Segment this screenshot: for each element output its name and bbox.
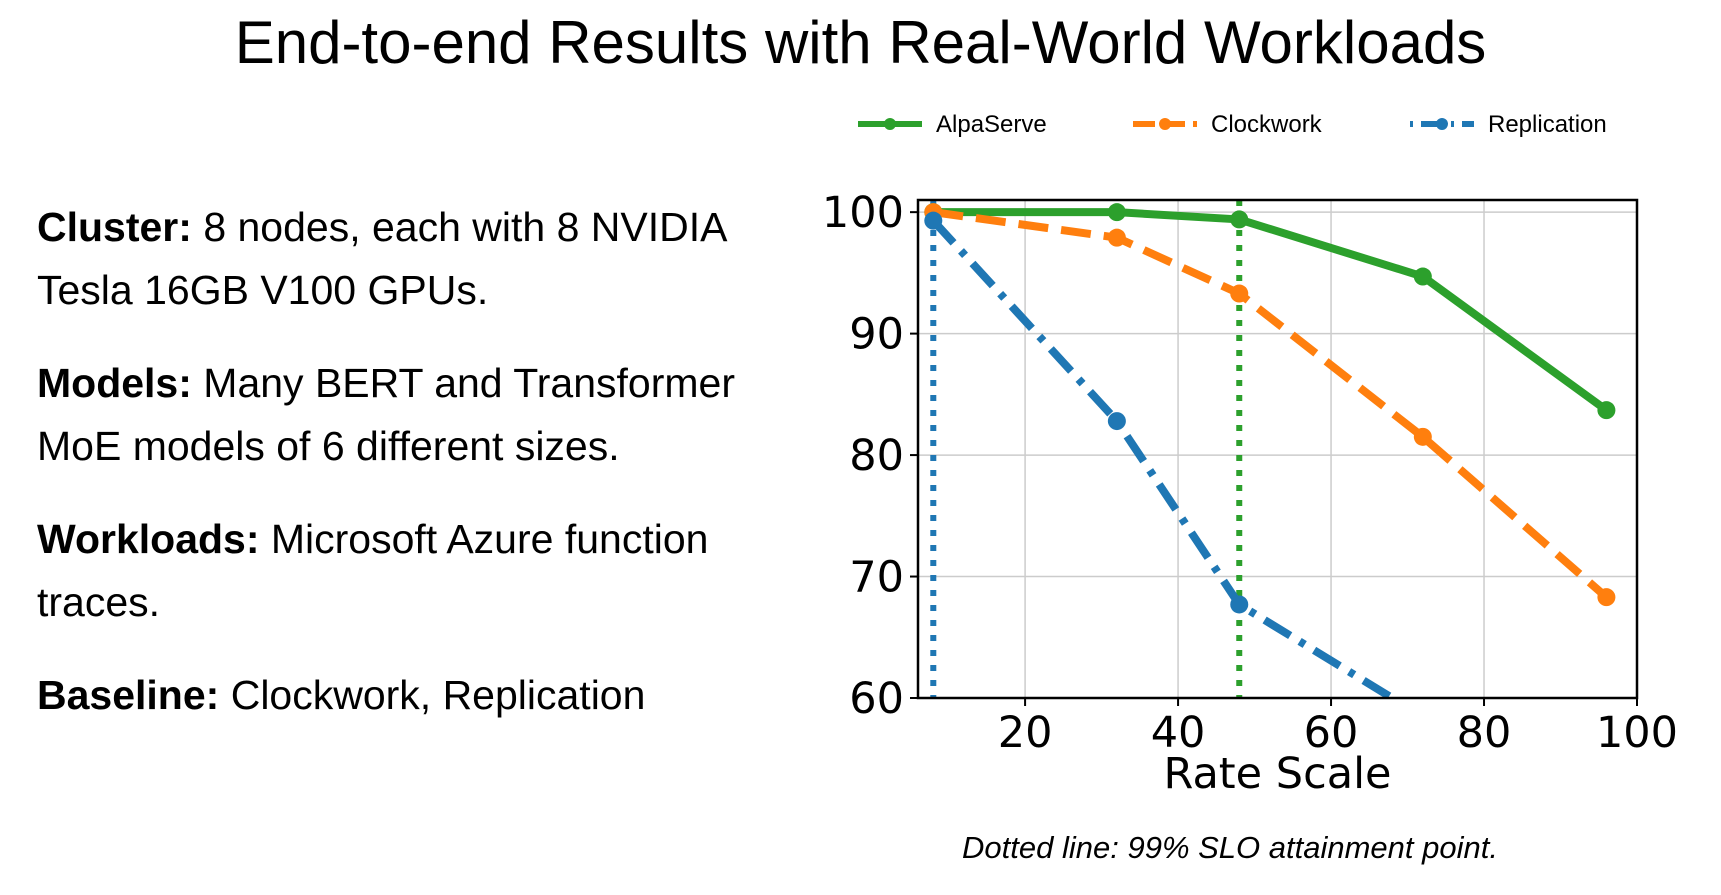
data-point-clockwork	[1597, 588, 1616, 607]
bullet-label: Baseline:	[37, 672, 220, 718]
chart-caption: Dotted line: 99% SLO attainment point.	[962, 830, 1498, 865]
legend-marker-replication	[1436, 118, 1448, 130]
series-line-replication	[930, 217, 1395, 698]
bullet-list: Cluster: 8 nodes, each with 8 NVIDIA Tes…	[37, 196, 737, 757]
data-point-replication	[1107, 412, 1126, 431]
bullet-models: Models: Many BERT and Transformer MoE mo…	[37, 352, 737, 478]
x-axis-label: Rate Scale	[1164, 749, 1392, 799]
y-tick-label: 80	[849, 431, 904, 481]
data-point-replication	[1230, 595, 1249, 614]
x-tick-label: 20	[998, 708, 1053, 758]
bullet-text: Microsoft Azure function traces.	[37, 516, 709, 625]
bullet-text: 8 nodes, each with 8 NVIDIA Tesla 16GB V…	[37, 204, 726, 313]
legend-label-replication: Replication	[1488, 111, 1607, 138]
bullet-text: Many BERT and Transformer MoE models of …	[37, 360, 735, 469]
data-point-clockwork	[1413, 427, 1432, 446]
legend-label-alpaserve: AlpaServe	[936, 111, 1047, 138]
bullet-text: Clockwork, Replication	[219, 672, 646, 718]
legend-marker-alpaserve	[884, 118, 896, 130]
data-point-clockwork	[1107, 228, 1126, 247]
data-point-clockwork	[1230, 284, 1249, 303]
x-tick-label: 80	[1457, 708, 1512, 758]
bullet-label: Workloads:	[37, 516, 260, 562]
data-point-alpaserve	[1230, 210, 1249, 229]
y-tick-label: 60	[849, 674, 904, 724]
bullet-baseline: Baseline: Clockwork, Replication	[37, 664, 737, 727]
data-point-alpaserve	[1413, 267, 1432, 286]
plot-frame	[916, 198, 1639, 700]
legend-label-clockwork: Clockwork	[1211, 111, 1323, 138]
y-tick-label: 90	[849, 310, 904, 360]
x-tick-label: 60	[1304, 708, 1359, 758]
data-point-alpaserve	[1597, 401, 1616, 420]
data-point-replication	[924, 211, 943, 230]
bullet-workloads: Workloads: Microsoft Azure function trac…	[37, 508, 737, 634]
slide-title: End-to-end Results with Real-World Workl…	[234, 9, 1487, 76]
x-tick-label: 100	[1596, 708, 1678, 758]
y-tick-label: 100	[822, 188, 904, 238]
data-point-alpaserve	[1107, 203, 1126, 222]
legend-marker-clockwork	[1159, 118, 1171, 130]
series-line-clockwork	[932, 208, 1610, 601]
y-tick-label: 70	[849, 553, 904, 603]
x-tick-label: 40	[1151, 708, 1206, 758]
bullet-label: Models:	[37, 360, 192, 406]
series-line-alpaserve	[933, 208, 1609, 414]
bullet-cluster: Cluster: 8 nodes, each with 8 NVIDIA Tes…	[37, 196, 737, 322]
bullet-label: Cluster:	[37, 204, 192, 250]
